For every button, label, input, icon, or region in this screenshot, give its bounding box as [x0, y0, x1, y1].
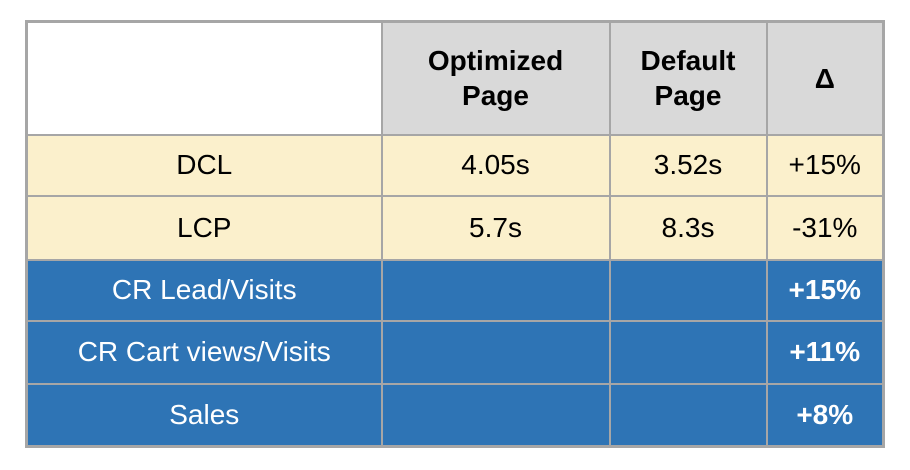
- table-row-cr-cart-views-visits: CR Cart views/Visits +11%: [25, 319, 885, 385]
- row-label: CR Cart views/Visits: [25, 319, 383, 385]
- optimized-value: 4.05s: [380, 133, 611, 197]
- delta-value: +15%: [765, 258, 885, 322]
- default-value-empty: [608, 319, 768, 385]
- col-header-default-page: Default Page: [608, 20, 768, 136]
- table-row-dcl: DCL 4.05s 3.52s +15%: [25, 133, 885, 197]
- col-header-optimized-page: Optimized Page: [380, 20, 611, 136]
- default-value-empty: [608, 258, 768, 322]
- optimized-value: 5.7s: [380, 194, 611, 261]
- row-label: Sales: [25, 382, 383, 448]
- col-header-delta: Δ: [765, 20, 885, 136]
- delta-value: +11%: [765, 319, 885, 385]
- default-value: 8.3s: [608, 194, 768, 261]
- corner-cell: [25, 20, 383, 136]
- table-row-sales: Sales +8%: [25, 382, 885, 448]
- table-row-cr-lead-visits: CR Lead/Visits +15%: [25, 258, 885, 322]
- optimized-value-empty: [380, 319, 611, 385]
- row-label: CR Lead/Visits: [25, 258, 383, 322]
- delta-value: -31%: [765, 194, 885, 261]
- row-label: DCL: [25, 133, 383, 197]
- optimized-value-empty: [380, 258, 611, 322]
- default-value: 3.52s: [608, 133, 768, 197]
- header-row: Optimized Page Default Page Δ: [25, 20, 885, 136]
- row-label: LCP: [25, 194, 383, 261]
- delta-value: +15%: [765, 133, 885, 197]
- table-row-lcp: LCP 5.7s 8.3s -31%: [25, 194, 885, 261]
- optimized-value-empty: [380, 382, 611, 448]
- default-value-empty: [608, 382, 768, 448]
- delta-value: +8%: [765, 382, 885, 448]
- comparison-table: Optimized Page Default Page Δ DCL 4.05s …: [25, 20, 885, 448]
